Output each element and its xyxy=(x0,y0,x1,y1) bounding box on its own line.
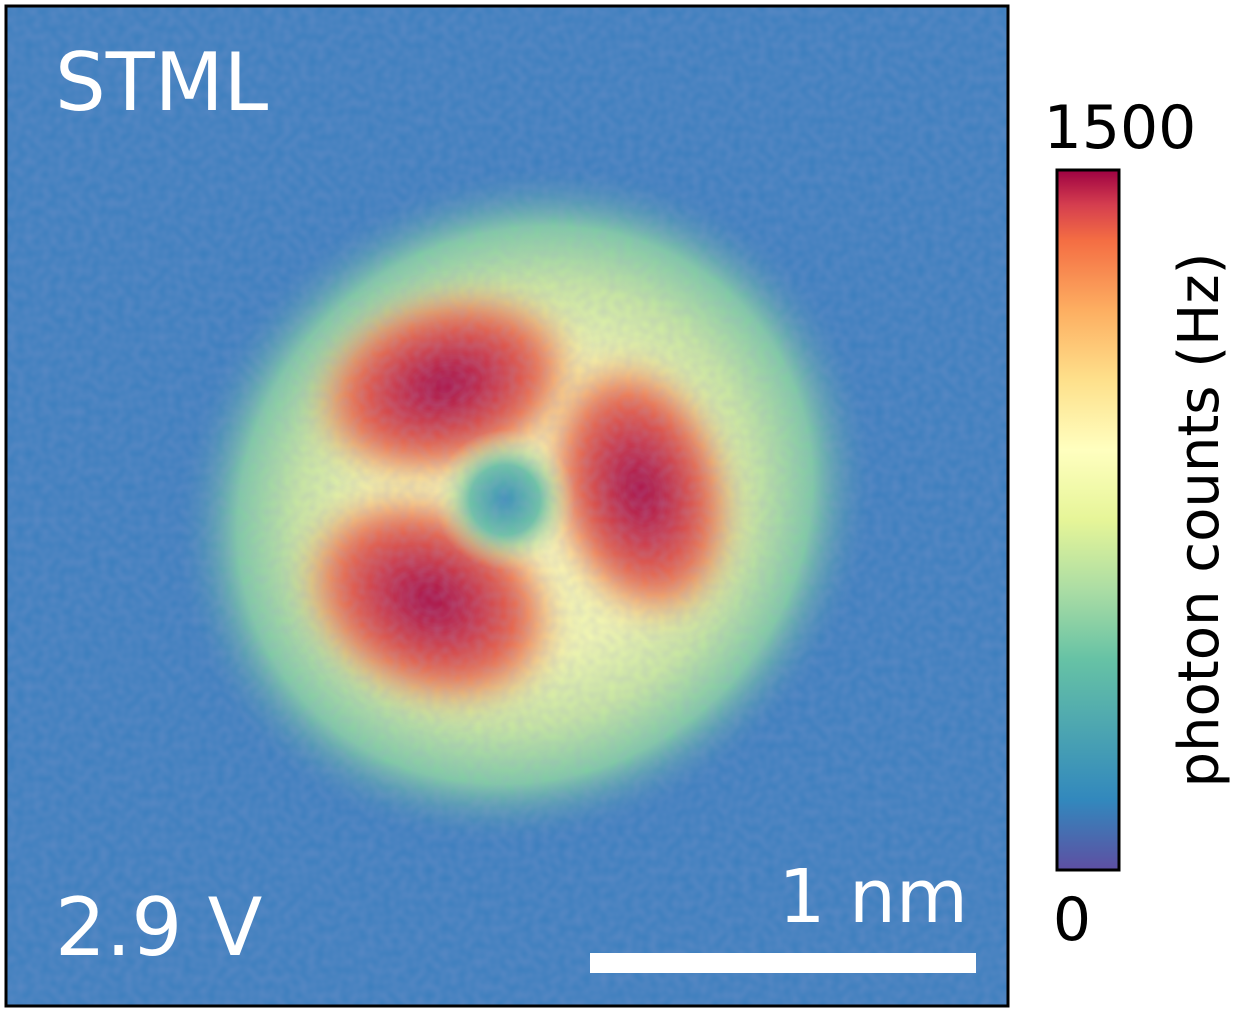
scale-bar xyxy=(590,953,976,973)
voltage-label: 2.9 V xyxy=(55,881,263,974)
scale-bar-label: 1 nm xyxy=(778,854,968,940)
colorbar-min: 0 xyxy=(1053,885,1091,955)
colorbar xyxy=(1057,170,1119,870)
figure: STML 2.9 V 1 nm 1500 0 photon counts (Hz… xyxy=(0,0,1242,1009)
colorbar-label: photon counts (Hz) xyxy=(1167,253,1232,788)
technique-label: STML xyxy=(55,36,269,129)
colorbar-max: 1500 xyxy=(1044,93,1197,163)
